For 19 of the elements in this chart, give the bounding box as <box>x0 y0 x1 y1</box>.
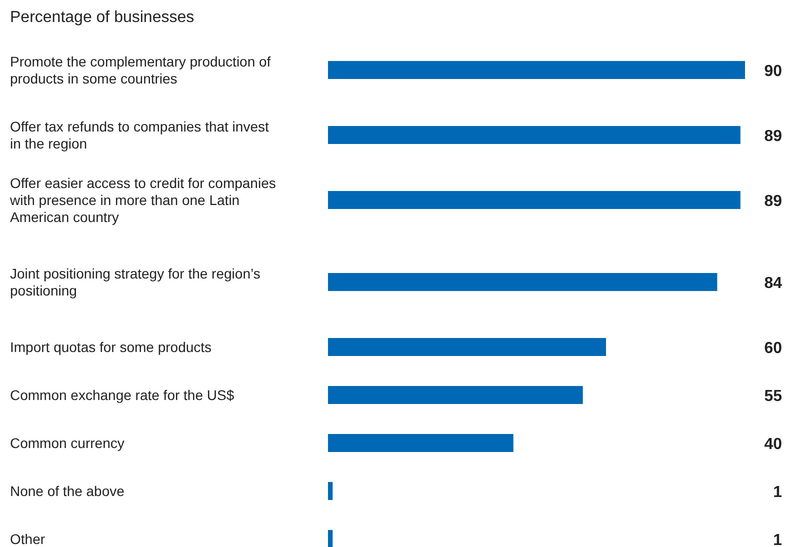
text: Percentage of businesses <box>10 9 194 26</box>
y-tick-label: Import quotas for some products <box>10 339 212 355</box>
data-label: 1 <box>773 484 782 501</box>
data-label: 40 <box>764 436 782 453</box>
data-label: 1 <box>773 532 782 547</box>
y-tick-label: Promote the complementary production of products in some countries <box>10 54 271 86</box>
y-tick-label: Common currency <box>10 435 124 451</box>
y-tick-label: Offer easier access to credit for companies with presence in more than one Latin American country <box>9 175 276 225</box>
data-label: 89 <box>764 193 782 210</box>
data-label: 84 <box>764 275 782 292</box>
data-label: 60 <box>764 340 782 357</box>
data-label: 55 <box>764 388 782 405</box>
y-tick-label: Joint positioning strategy for the region’s positioning <box>10 266 260 298</box>
y-tick-label: None of the above <box>10 483 125 499</box>
data-label: 90 <box>764 63 782 80</box>
data-label: 89 <box>764 128 782 145</box>
y-tick-label: Common exchange rate for the US$ <box>10 387 234 403</box>
y-tick-label: Offer tax refunds to companies that invest in the region <box>10 118 269 152</box>
y-tick-label: Other <box>10 531 46 547</box>
